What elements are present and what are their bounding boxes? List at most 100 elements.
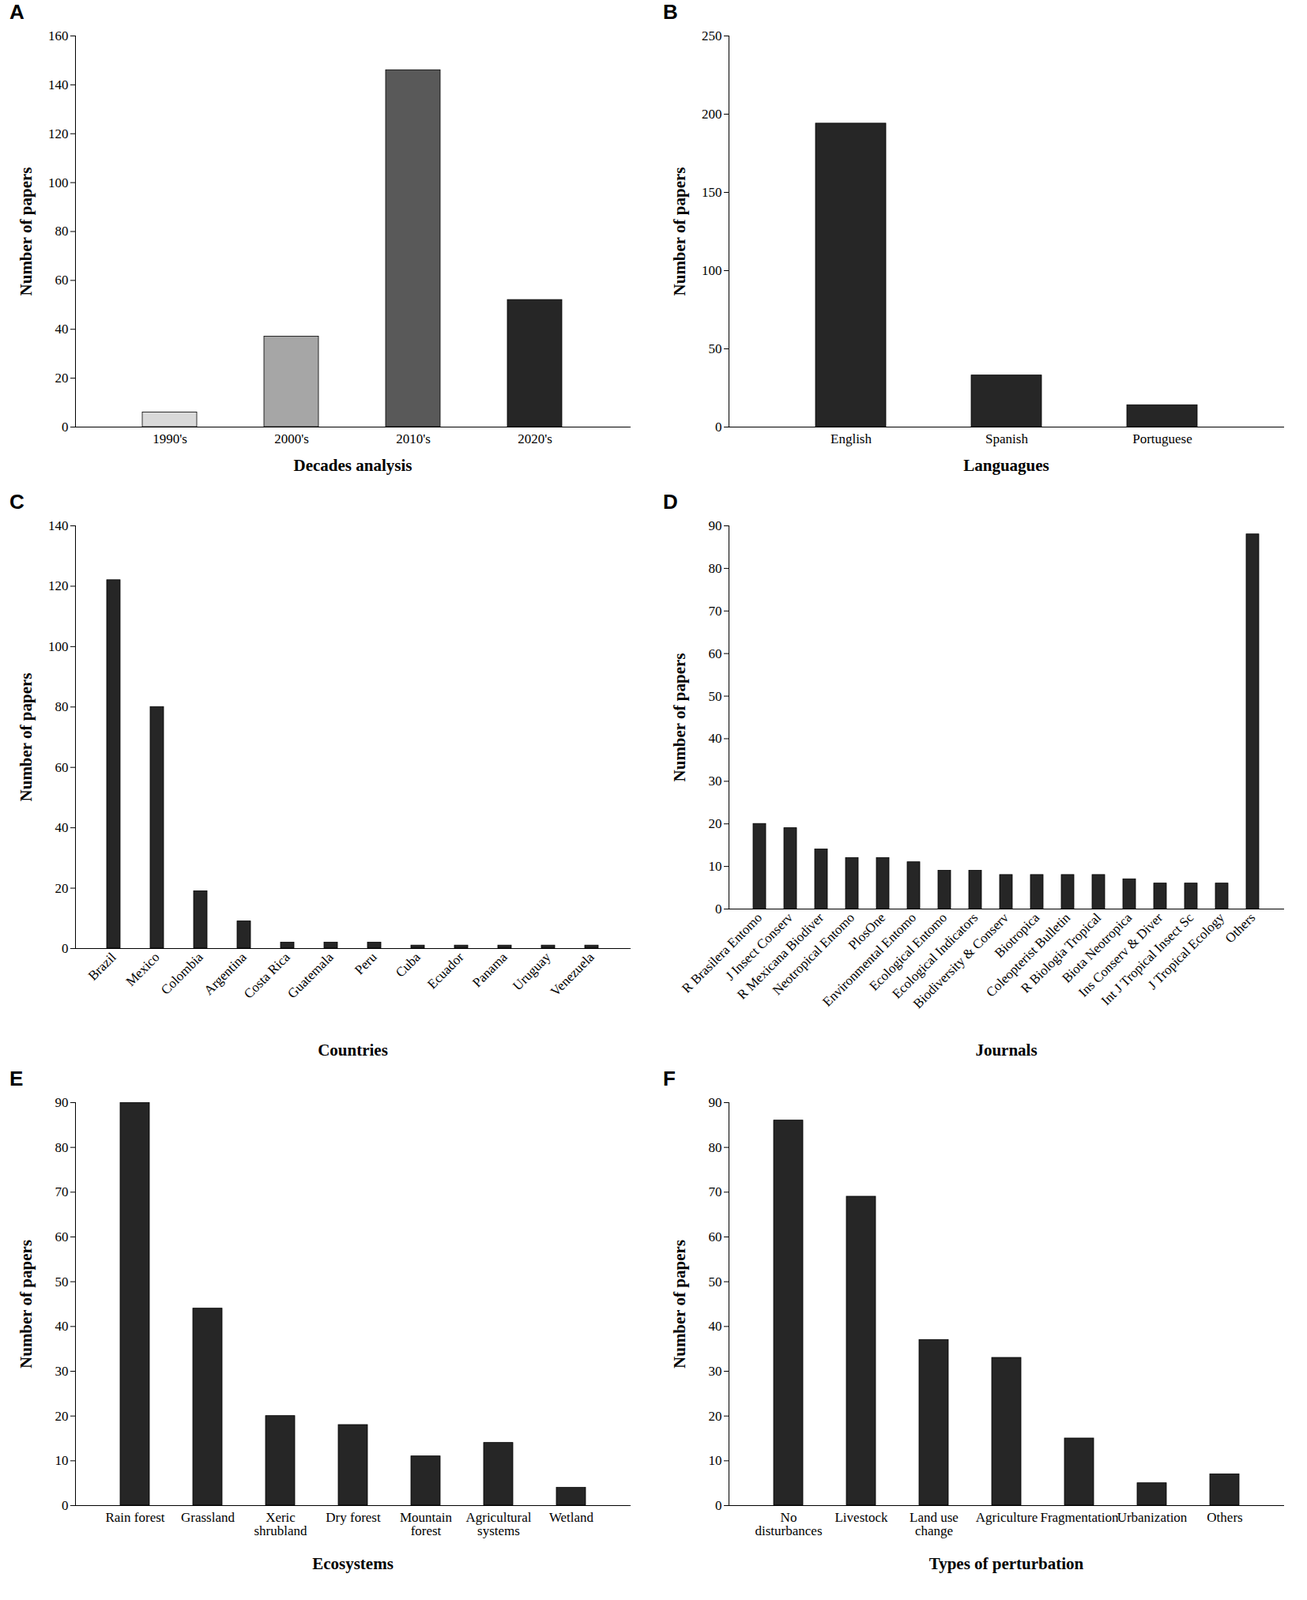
svg-text:160: 160 [48,28,69,44]
svg-text:30: 30 [708,1363,723,1379]
svg-text:90: 90 [55,1095,69,1111]
svg-text:90: 90 [708,1095,723,1111]
svg-text:2010's: 2010's [395,431,431,447]
svg-text:Panama: Panama [469,949,511,991]
svg-text:140: 140 [48,518,69,534]
svg-text:0: 0 [61,419,69,435]
svg-text:2000's: 2000's [274,431,309,447]
svg-text:50: 50 [708,341,723,357]
svg-text:Fragmentation: Fragmentation [1039,1510,1119,1526]
svg-text:Number of papers: Number of papers [16,673,36,803]
svg-text:100: 100 [701,263,723,279]
svg-text:2020's: 2020's [517,431,553,447]
svg-text:English: English [830,431,872,447]
svg-text:20: 20 [55,1408,69,1424]
svg-text:40: 40 [55,321,69,337]
svg-text:Number of papers: Number of papers [670,167,690,297]
svg-text:Venezuela: Venezuela [547,949,598,999]
svg-text:0: 0 [715,901,723,917]
svg-text:60: 60 [55,1229,69,1245]
svg-text:140: 140 [48,77,69,93]
svg-text:0: 0 [61,1498,69,1514]
svg-text:Urbanization: Urbanization [1117,1510,1188,1526]
svg-text:Number of papers: Number of papers [16,1239,36,1369]
svg-text:Languagues: Languagues [963,455,1050,475]
svg-text:Mountainforest: Mountainforest [399,1510,453,1539]
svg-text:0: 0 [715,1498,723,1514]
svg-text:10: 10 [55,1453,69,1469]
svg-text:10: 10 [708,1453,723,1469]
svg-text:0: 0 [715,419,723,435]
svg-text:Brazil: Brazil [85,949,120,984]
svg-text:10: 10 [708,858,723,874]
svg-text:30: 30 [708,773,723,789]
svg-text:Ecosystems: Ecosystems [312,1554,394,1574]
svg-text:1990's: 1990's [152,431,188,447]
svg-text:Others: Others [1222,910,1259,946]
svg-text:70: 70 [55,1184,69,1200]
svg-text:60: 60 [55,272,69,288]
svg-text:40: 40 [55,820,69,836]
svg-text:80: 80 [55,699,69,715]
svg-text:Guatemala: Guatemala [284,949,337,1002]
svg-text:Ecuador: Ecuador [424,949,468,993]
svg-text:Livestock: Livestock [834,1510,889,1526]
svg-text:Agriculturalsystems: Agriculturalsystems [465,1510,532,1539]
svg-text:Costa Rica: Costa Rica [241,949,294,1002]
svg-text:Nodisturbances: Nodisturbances [755,1510,823,1539]
svg-text:40: 40 [55,1318,69,1334]
svg-text:Rain forest: Rain forest [105,1510,165,1526]
svg-text:70: 70 [708,1184,723,1200]
svg-text:Land usechange: Land usechange [909,1510,959,1539]
svg-text:150: 150 [701,184,723,200]
svg-text:200: 200 [701,106,723,122]
svg-text:Mexico: Mexico [123,949,163,990]
svg-text:Number of papers: Number of papers [670,653,690,783]
svg-text:Uruguay: Uruguay [509,949,554,994]
svg-text:Agriculture: Agriculture [975,1510,1038,1526]
svg-text:80: 80 [55,1140,69,1156]
svg-text:Number of papers: Number of papers [670,1239,690,1369]
svg-text:20: 20 [55,370,69,386]
svg-text:100: 100 [48,175,69,191]
svg-text:J Tropical Ecology: J Tropical Ecology [1145,909,1228,993]
svg-text:Spanish: Spanish [985,431,1029,447]
svg-text:120: 120 [48,578,69,594]
svg-text:250: 250 [701,28,723,44]
svg-text:20: 20 [55,881,69,897]
svg-text:80: 80 [708,561,723,577]
svg-text:70: 70 [708,603,723,619]
svg-text:Portuguese: Portuguese [1132,431,1193,447]
svg-text:80: 80 [55,223,69,239]
svg-text:100: 100 [48,639,69,655]
svg-text:40: 40 [708,730,723,746]
svg-text:Journals: Journals [975,1040,1037,1060]
svg-text:40: 40 [708,1318,723,1334]
svg-text:Biodiversity & Conserv: Biodiversity & Conserv [910,910,1012,1012]
svg-text:Grassland: Grassland [180,1510,235,1526]
svg-text:60: 60 [55,760,69,776]
svg-text:Colombia: Colombia [158,949,207,998]
svg-text:60: 60 [708,646,723,662]
svg-text:120: 120 [48,126,69,142]
svg-text:Dry forest: Dry forest [325,1510,381,1526]
svg-text:Others: Others [1206,1510,1243,1526]
svg-text:30: 30 [55,1363,69,1379]
svg-text:Xericshrubland: Xericshrubland [253,1510,308,1539]
svg-text:Cuba: Cuba [392,949,424,980]
svg-text:50: 50 [55,1274,69,1290]
svg-text:Countries: Countries [317,1040,388,1060]
svg-text:Number of papers: Number of papers [16,167,36,297]
svg-text:50: 50 [708,688,723,704]
svg-text:50: 50 [708,1274,723,1290]
svg-text:90: 90 [708,518,723,534]
svg-text:0: 0 [61,941,69,957]
svg-text:Wetland: Wetland [549,1510,595,1526]
svg-text:20: 20 [708,1408,723,1424]
svg-text:80: 80 [708,1140,723,1156]
svg-text:20: 20 [708,816,723,832]
svg-text:60: 60 [708,1229,723,1245]
svg-text:Decades analysis: Decades analysis [293,455,413,475]
svg-text:Types of perturbation: Types of perturbation [929,1554,1085,1574]
svg-text:Peru: Peru [351,949,381,978]
